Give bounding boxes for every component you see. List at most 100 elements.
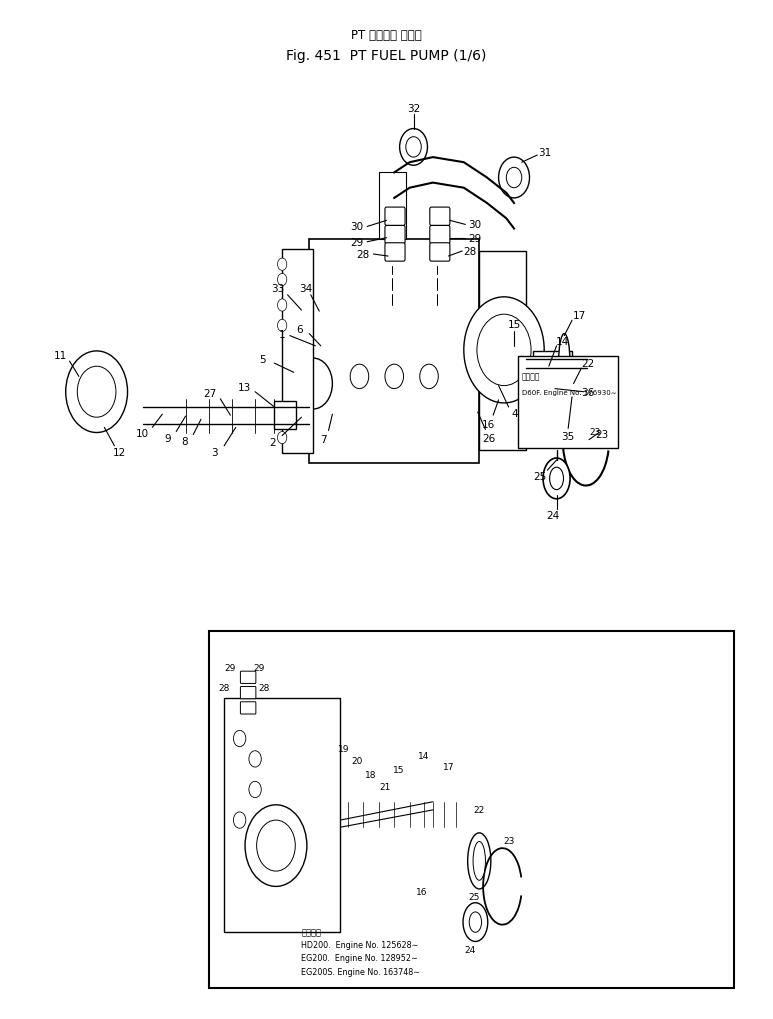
FancyBboxPatch shape [240,672,256,684]
Ellipse shape [468,834,491,889]
Text: 9: 9 [165,433,171,443]
Circle shape [477,315,531,386]
Circle shape [278,300,287,312]
Text: 20: 20 [352,757,363,765]
Text: Fig. 451  PT FUEL PUMP (1/6): Fig. 451 PT FUEL PUMP (1/6) [286,49,487,63]
Text: 10: 10 [136,428,148,438]
Bar [309,239,479,464]
Text: 14: 14 [556,336,570,346]
Ellipse shape [558,334,570,395]
Text: 28: 28 [219,684,230,692]
Circle shape [77,367,116,418]
FancyBboxPatch shape [240,702,256,714]
Text: 適用号機: 適用号機 [301,928,322,936]
Text: 30: 30 [351,222,363,232]
Text: 25: 25 [468,893,479,901]
Ellipse shape [469,912,482,932]
Circle shape [506,168,522,189]
Text: 34: 34 [298,283,312,293]
Text: 11: 11 [53,351,67,361]
Text: 2: 2 [270,437,276,447]
Text: 31: 31 [538,148,552,158]
Text: 1: 1 [279,329,285,339]
Ellipse shape [543,459,570,499]
Text: 23: 23 [503,837,514,845]
Bar [274,401,296,430]
Ellipse shape [550,468,564,490]
Text: 32: 32 [407,104,421,114]
Bar [282,250,313,453]
Text: 28: 28 [356,250,370,260]
Ellipse shape [560,380,576,426]
Circle shape [385,365,404,389]
Text: 16: 16 [482,420,495,430]
Text: 17: 17 [443,762,454,770]
Circle shape [245,805,307,887]
Circle shape [278,320,287,332]
Text: 13: 13 [237,382,251,392]
Text: 17: 17 [573,311,587,321]
Circle shape [278,274,287,286]
Text: 7: 7 [320,434,326,444]
Text: 18: 18 [366,770,376,779]
Text: 19: 19 [339,745,349,753]
Bar [479,252,526,450]
Circle shape [278,259,287,271]
FancyBboxPatch shape [430,226,450,245]
Circle shape [420,365,438,389]
Text: 15: 15 [507,320,521,330]
FancyBboxPatch shape [385,244,405,262]
Text: 22: 22 [474,806,485,814]
Bar [533,352,572,372]
Text: 8: 8 [182,436,188,446]
Circle shape [406,138,421,158]
Text: 5: 5 [260,355,266,365]
Text: 16: 16 [416,888,427,896]
Circle shape [278,412,287,424]
Circle shape [249,751,261,767]
Text: 27: 27 [203,388,217,398]
Text: 29: 29 [254,663,264,672]
FancyBboxPatch shape [430,244,450,262]
Bar [379,173,406,239]
Text: 29: 29 [224,663,235,672]
Text: 24: 24 [465,946,475,954]
Text: 26: 26 [482,433,495,443]
Circle shape [278,432,287,444]
Bar [518,357,618,448]
Circle shape [66,352,128,433]
Text: 24: 24 [546,511,560,521]
Ellipse shape [463,903,488,942]
Text: 21: 21 [380,783,390,791]
FancyBboxPatch shape [430,208,450,226]
Text: 35: 35 [561,431,575,441]
Text: 12: 12 [113,447,127,458]
Circle shape [464,298,544,404]
Text: 28: 28 [259,684,270,692]
Text: D60F. Engine No. 176930∼: D60F. Engine No. 176930∼ [522,389,616,395]
Text: 25: 25 [533,472,547,482]
Ellipse shape [473,842,485,880]
Text: 23: 23 [595,429,608,439]
Text: 6: 6 [296,325,302,335]
Text: EG200S. Engine No. 163748∼: EG200S. Engine No. 163748∼ [301,967,421,975]
Text: HD200.  Engine No. 125628∼: HD200. Engine No. 125628∼ [301,941,419,949]
Circle shape [249,782,261,798]
Text: 15: 15 [393,765,404,773]
Text: 14: 14 [418,752,429,760]
FancyBboxPatch shape [385,208,405,226]
Text: 4: 4 [512,409,518,419]
Text: 28: 28 [463,247,477,257]
Text: EG200.  Engine No. 128952∼: EG200. Engine No. 128952∼ [301,954,418,962]
Text: 30: 30 [468,220,481,230]
Bar [209,632,734,988]
Ellipse shape [554,370,581,436]
Text: 適用号機: 適用号機 [522,372,540,381]
Text: 3: 3 [212,447,218,458]
Circle shape [350,365,369,389]
Text: 36: 36 [581,387,594,397]
Circle shape [499,158,530,199]
Circle shape [233,731,246,747]
Text: 29: 29 [350,237,364,248]
FancyBboxPatch shape [240,687,256,699]
